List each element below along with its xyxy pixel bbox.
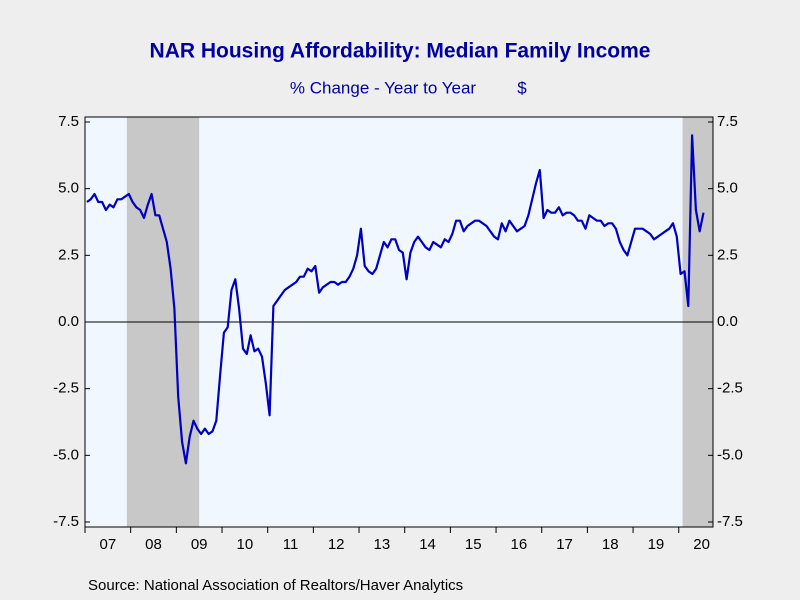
y-tick-label: -2.5 (53, 380, 79, 397)
source: Source: National Association of Realtors… (88, 577, 463, 594)
y2-tick-label: -2.5 (717, 380, 743, 397)
x-tick-label: 09 (191, 536, 208, 553)
x-tick-label: 12 (328, 536, 345, 553)
x-tick-label: 15 (465, 536, 482, 553)
x-tick-label: 19 (648, 536, 665, 553)
y2-tick-label: 5.0 (717, 180, 738, 197)
x-tick-label: 11 (283, 536, 299, 553)
x-tick-label: 08 (145, 536, 162, 553)
y2-tick-label: 0.0 (717, 313, 738, 330)
y-tick-label: -5.0 (53, 446, 79, 463)
x-tick-label: 07 (99, 536, 116, 553)
x-tick-label: 13 (374, 536, 391, 553)
units: $ (517, 78, 527, 97)
y2-tick-label: -7.5 (717, 513, 743, 530)
chart-title: NAR Housing Affordability: Median Family… (150, 40, 651, 63)
x-tick-label: 16 (511, 536, 528, 553)
data-line (86, 134, 705, 465)
y-tick-label: 0.0 (58, 313, 79, 330)
y2-tick-label: 2.5 (717, 246, 738, 263)
x-tick-label: 18 (602, 536, 619, 553)
x-tick-label: 20 (693, 536, 710, 553)
x-tick-label: 17 (556, 536, 573, 553)
y-tick-label: -7.5 (53, 513, 79, 530)
x-tick-label: 14 (419, 536, 436, 553)
y-tick-label: 7.5 (58, 113, 79, 130)
y-tick-label: 2.5 (58, 246, 79, 263)
y2-tick-label: 7.5 (717, 113, 738, 130)
y-tick-label: 5.0 (58, 180, 79, 197)
x-tick-label: 10 (237, 536, 254, 553)
y2-tick-label: -5.0 (717, 446, 743, 463)
chart-subtitle: % Change - Year to Year (290, 78, 477, 97)
